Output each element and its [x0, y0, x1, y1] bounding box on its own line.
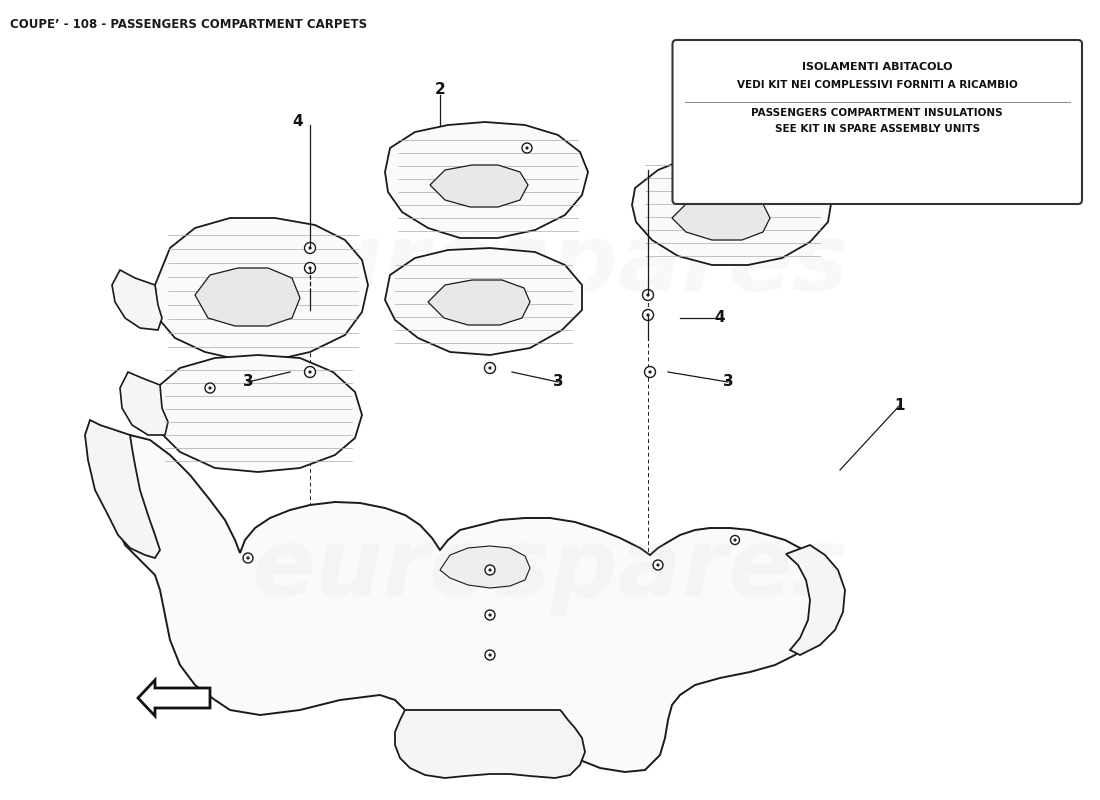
Circle shape: [309, 371, 311, 373]
FancyBboxPatch shape: [672, 40, 1082, 204]
Text: COUPE’ - 108 - PASSENGERS COMPARTMENT CARPETS: COUPE’ - 108 - PASSENGERS COMPARTMENT CA…: [10, 18, 367, 31]
Polygon shape: [428, 280, 530, 325]
Text: 4: 4: [293, 114, 304, 130]
Circle shape: [645, 366, 656, 378]
Polygon shape: [395, 710, 585, 778]
Polygon shape: [195, 268, 300, 326]
Circle shape: [209, 387, 211, 390]
Circle shape: [653, 560, 663, 570]
Polygon shape: [110, 435, 828, 772]
Polygon shape: [152, 355, 362, 472]
Text: 4: 4: [715, 310, 725, 326]
Text: 3: 3: [552, 374, 563, 390]
Text: SEE KIT IN SPARE ASSEMBLY UNITS: SEE KIT IN SPARE ASSEMBLY UNITS: [774, 124, 980, 134]
Text: VEDI KIT NEI COMPLESSIVI FORNITI A RICAMBIO: VEDI KIT NEI COMPLESSIVI FORNITI A RICAM…: [737, 80, 1018, 90]
Text: 3: 3: [723, 374, 734, 390]
Polygon shape: [138, 680, 210, 716]
Circle shape: [484, 362, 495, 374]
Circle shape: [488, 569, 492, 571]
Text: 3: 3: [243, 374, 253, 390]
Circle shape: [734, 539, 736, 542]
Circle shape: [647, 314, 649, 316]
Text: 2: 2: [434, 82, 446, 98]
Text: ISOLAMENTI ABITACOLO: ISOLAMENTI ABITACOLO: [802, 62, 953, 72]
Circle shape: [309, 266, 311, 269]
Circle shape: [246, 557, 250, 559]
Polygon shape: [440, 546, 530, 588]
Circle shape: [526, 146, 528, 149]
Circle shape: [305, 366, 316, 378]
Polygon shape: [385, 248, 582, 355]
Circle shape: [243, 553, 253, 563]
Circle shape: [657, 564, 659, 566]
Text: PASSENGERS COMPARTMENT INSULATIONS: PASSENGERS COMPARTMENT INSULATIONS: [751, 108, 1003, 118]
Text: 1: 1: [894, 398, 905, 413]
Circle shape: [485, 565, 495, 575]
Polygon shape: [672, 196, 770, 240]
Polygon shape: [786, 545, 845, 655]
Circle shape: [522, 143, 532, 153]
Circle shape: [642, 310, 653, 321]
Polygon shape: [385, 122, 588, 238]
Circle shape: [488, 614, 492, 616]
Circle shape: [485, 650, 495, 660]
Circle shape: [305, 262, 316, 274]
Circle shape: [760, 168, 770, 178]
Text: eurospares: eurospares: [251, 219, 849, 311]
Circle shape: [488, 654, 492, 656]
Circle shape: [649, 371, 651, 373]
Text: eurospares: eurospares: [251, 524, 849, 616]
Polygon shape: [155, 218, 368, 360]
Circle shape: [730, 535, 739, 545]
Circle shape: [763, 172, 767, 174]
Circle shape: [309, 246, 311, 250]
Polygon shape: [632, 152, 832, 265]
Circle shape: [647, 294, 649, 296]
Circle shape: [642, 290, 653, 301]
Circle shape: [488, 366, 492, 370]
Polygon shape: [112, 270, 162, 330]
Polygon shape: [430, 165, 528, 207]
Polygon shape: [120, 372, 168, 435]
Circle shape: [485, 610, 495, 620]
Polygon shape: [85, 420, 160, 558]
Circle shape: [305, 242, 316, 254]
Circle shape: [205, 383, 214, 393]
